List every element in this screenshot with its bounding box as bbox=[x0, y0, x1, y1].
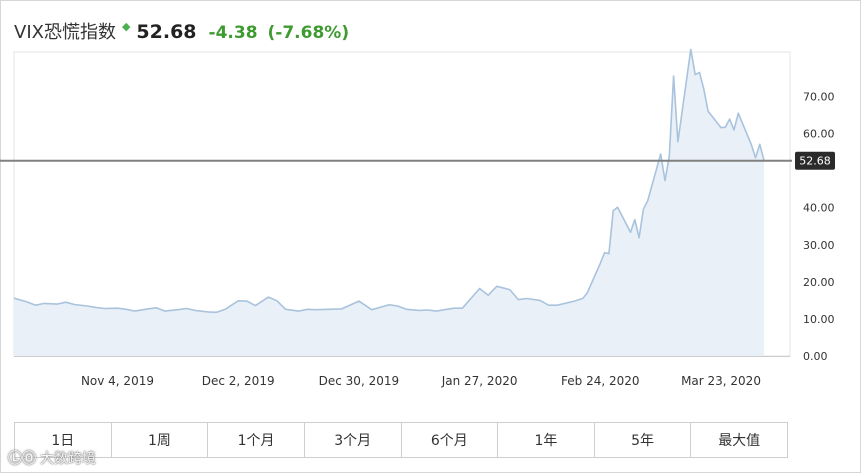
last-price: 52.68 bbox=[136, 21, 197, 43]
y-tick-label: 70.00 bbox=[803, 90, 835, 103]
watermark-logo-icon: ⓁⓄ bbox=[8, 451, 36, 467]
x-tick-label: Mar 23, 2020 bbox=[681, 374, 761, 388]
x-tick-label: Dec 30, 2019 bbox=[319, 374, 399, 388]
index-title: VIX恐慌指数 bbox=[14, 22, 116, 43]
y-tick-label: 40.00 bbox=[803, 202, 835, 215]
range-button-3m[interactable]: 3个月 bbox=[304, 423, 402, 457]
up-triangle-icon: ◆ bbox=[121, 20, 131, 33]
range-button-1m[interactable]: 1个月 bbox=[208, 423, 305, 457]
x-tick-label: Dec 2, 2019 bbox=[202, 374, 275, 388]
watermark: ⓁⓄ 大数跨境 bbox=[8, 448, 96, 468]
range-button-5y[interactable]: 5年 bbox=[594, 423, 692, 457]
current-price-tag bbox=[795, 151, 835, 170]
y-tick-label: 30.00 bbox=[803, 239, 835, 252]
y-tick-label: 60.00 bbox=[803, 128, 835, 141]
quote-header: VIX恐慌指数 ◆ 52.68 -4.38 (-7.68%) bbox=[14, 18, 349, 46]
range-button-1w[interactable]: 1周 bbox=[111, 423, 209, 457]
series-line bbox=[13, 48, 765, 314]
range-button-6m[interactable]: 6个月 bbox=[401, 423, 499, 457]
range-button-1y[interactable]: 1年 bbox=[498, 423, 595, 457]
x-tick-label: Nov 4, 2019 bbox=[81, 374, 154, 388]
time-range-selector: 1日 1周 1个月 3个月 6个月 1年 5年 最大值 bbox=[14, 422, 788, 458]
series-area-fill bbox=[14, 49, 765, 357]
range-button-1d[interactable]: 1日 bbox=[15, 423, 112, 457]
y-tick-label: 0.00 bbox=[803, 350, 828, 363]
x-tick-label: Feb 24, 2020 bbox=[561, 374, 640, 388]
y-tick-label: 20.00 bbox=[803, 276, 835, 289]
price-change: -4.38 bbox=[208, 23, 258, 43]
range-button-max[interactable]: 最大值 bbox=[691, 423, 787, 457]
watermark-text: 大数跨境 bbox=[40, 451, 96, 467]
current-price-tag-label: 52.68 bbox=[799, 155, 831, 168]
x-tick-label: Jan 27, 2020 bbox=[441, 374, 518, 388]
y-tick-label: 10.00 bbox=[803, 313, 835, 326]
price-change-percent: (-7.68%) bbox=[267, 23, 350, 43]
